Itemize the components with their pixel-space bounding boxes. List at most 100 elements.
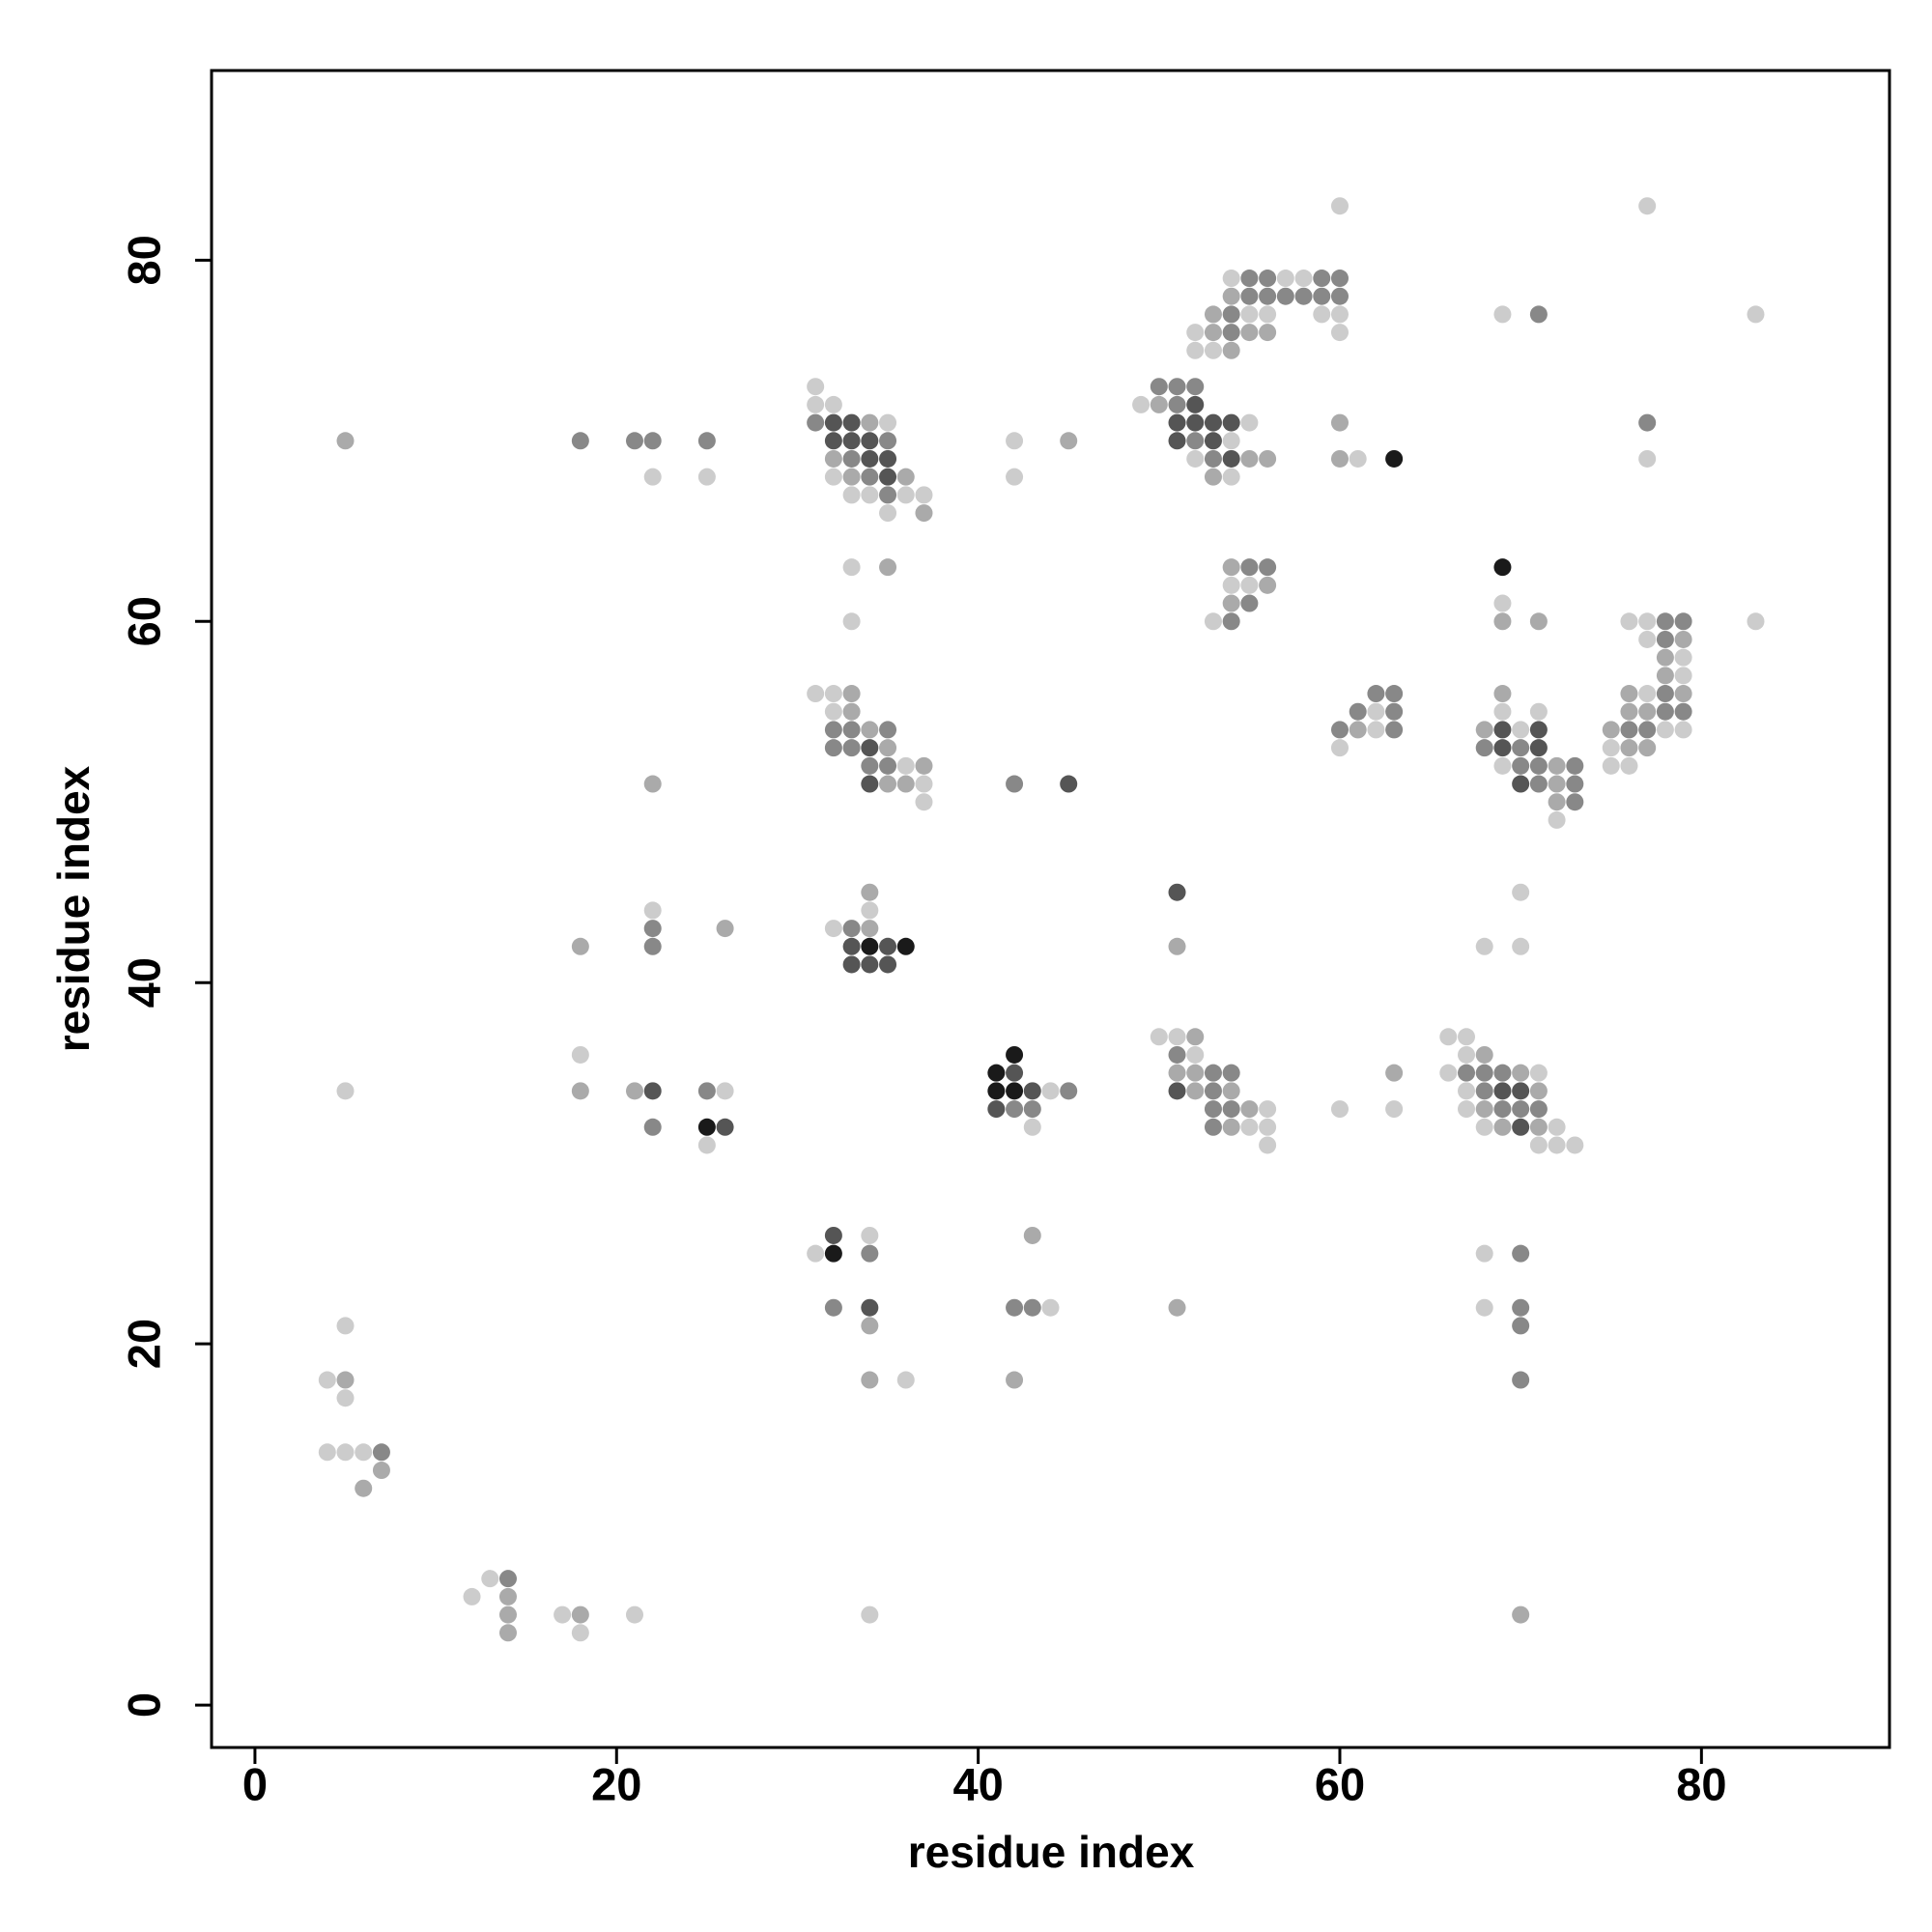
point <box>1493 1100 1512 1119</box>
point <box>842 739 861 757</box>
point <box>1259 324 1277 342</box>
point <box>1620 756 1638 775</box>
point <box>861 883 879 901</box>
point <box>1240 558 1259 577</box>
point <box>824 721 842 739</box>
point <box>1204 449 1222 468</box>
point <box>879 937 897 955</box>
point <box>1240 1118 1259 1136</box>
point <box>879 558 897 577</box>
point <box>879 775 897 793</box>
point <box>1602 739 1620 757</box>
point <box>1259 305 1277 324</box>
point <box>463 1587 481 1605</box>
point <box>1475 1298 1493 1317</box>
x-tick-label: 20 <box>591 1758 641 1809</box>
point <box>1222 468 1240 486</box>
point <box>1385 1064 1404 1082</box>
point <box>716 1118 734 1136</box>
point <box>1638 721 1657 739</box>
point <box>1204 1082 1222 1100</box>
point <box>336 1443 355 1462</box>
point <box>1204 305 1222 324</box>
point <box>1529 1136 1548 1154</box>
point <box>498 1570 517 1588</box>
point <box>1313 287 1331 305</box>
point <box>861 775 879 793</box>
point <box>1060 1082 1078 1100</box>
point <box>1529 702 1548 721</box>
point <box>1006 775 1024 793</box>
point <box>879 468 897 486</box>
point <box>1385 685 1404 703</box>
point <box>571 1624 589 1642</box>
point <box>1458 1100 1476 1119</box>
point <box>879 739 897 757</box>
point <box>807 395 825 413</box>
point <box>879 432 897 450</box>
point <box>1475 1082 1493 1100</box>
point <box>1006 1064 1024 1082</box>
point <box>1529 612 1548 631</box>
point <box>571 937 589 955</box>
point <box>1638 685 1657 703</box>
x-tick-label: 80 <box>1676 1758 1726 1809</box>
point <box>1548 756 1566 775</box>
point <box>643 1082 662 1100</box>
point <box>1638 612 1657 631</box>
point <box>879 504 897 523</box>
point <box>1222 432 1240 450</box>
point <box>1512 756 1530 775</box>
point <box>1259 1118 1277 1136</box>
point <box>643 468 662 486</box>
point <box>896 1371 915 1389</box>
y-tick-label: 40 <box>118 957 169 1008</box>
point <box>1186 341 1205 359</box>
point <box>1330 305 1349 324</box>
point <box>1656 612 1674 631</box>
point <box>1330 739 1349 757</box>
point <box>1168 413 1186 432</box>
x-tick-label: 40 <box>952 1758 1003 1809</box>
point <box>1349 721 1367 739</box>
point <box>1512 1118 1530 1136</box>
point <box>861 756 879 775</box>
point <box>1602 721 1620 739</box>
point <box>1529 1082 1548 1100</box>
point <box>1240 576 1259 594</box>
point <box>1330 449 1349 468</box>
point <box>1259 270 1277 288</box>
point <box>1475 1045 1493 1064</box>
point <box>1023 1226 1041 1244</box>
point <box>1674 702 1692 721</box>
point <box>1367 721 1385 739</box>
point <box>481 1570 499 1588</box>
point <box>1276 287 1294 305</box>
point <box>1006 1298 1024 1317</box>
point <box>1222 558 1240 577</box>
point <box>1259 576 1277 594</box>
point <box>1222 1118 1240 1136</box>
point <box>1529 1118 1548 1136</box>
point <box>1186 413 1205 432</box>
point <box>1023 1100 1041 1119</box>
point <box>1512 1064 1530 1082</box>
point <box>807 413 825 432</box>
point <box>861 1226 879 1244</box>
point <box>1512 739 1530 757</box>
y-axis-title: residue index <box>48 765 99 1052</box>
point <box>1150 1028 1168 1046</box>
point <box>879 721 897 739</box>
point <box>1222 413 1240 432</box>
point <box>824 702 842 721</box>
point <box>1674 685 1692 703</box>
point <box>1512 883 1530 901</box>
point <box>1222 341 1240 359</box>
point <box>1458 1082 1476 1100</box>
point <box>1385 449 1404 468</box>
point <box>1458 1045 1476 1064</box>
point <box>842 486 861 504</box>
point <box>1747 612 1765 631</box>
point <box>861 1298 879 1317</box>
